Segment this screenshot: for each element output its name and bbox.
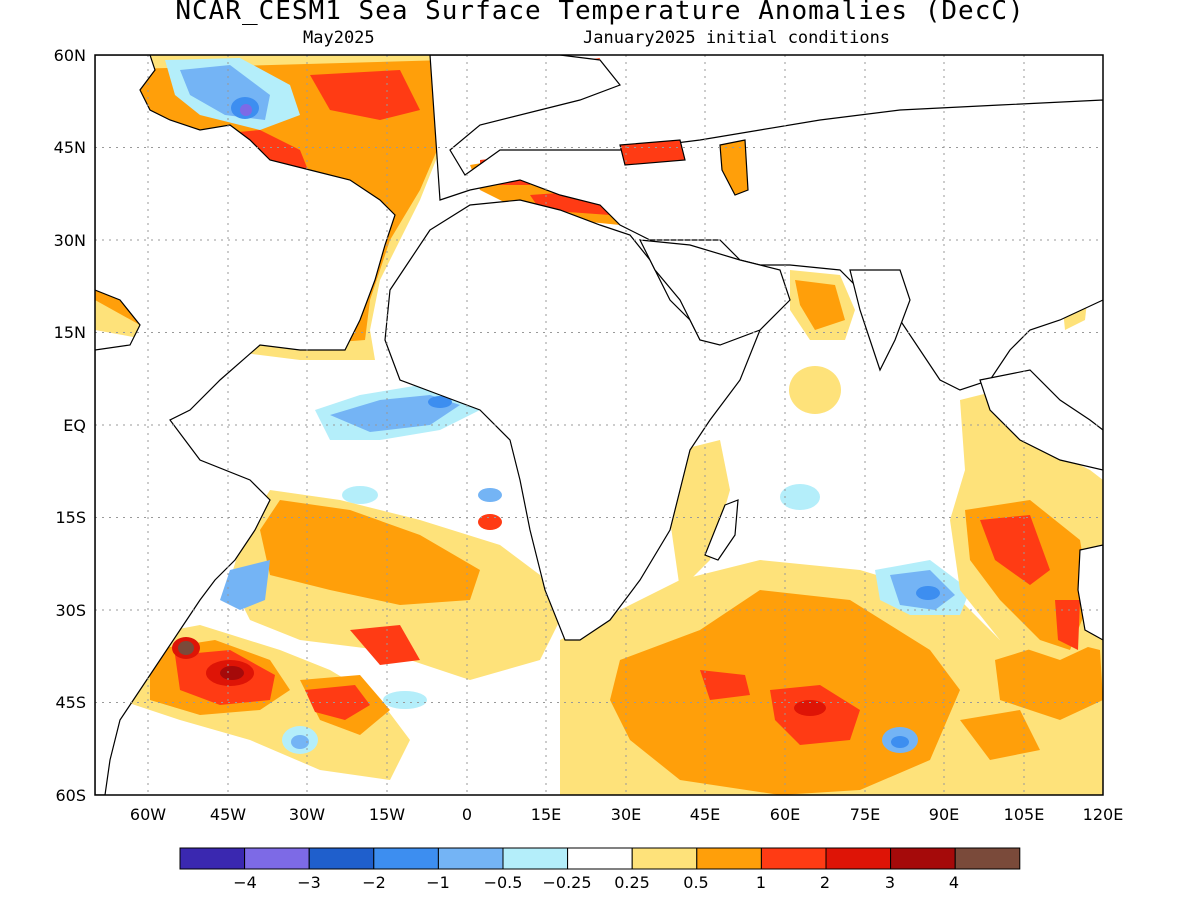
- colorbar-swatch: [890, 847, 956, 870]
- lon-label: 60E: [770, 805, 800, 824]
- lat-label: 30S: [55, 601, 86, 620]
- target-month: May2025: [303, 28, 375, 48]
- colorbar-label: −1: [426, 873, 450, 892]
- colorbar-label: 2: [820, 873, 830, 892]
- lat-label: 60N: [54, 46, 86, 65]
- black-sea: [619, 139, 686, 166]
- colorbar-label: −4: [233, 873, 257, 892]
- colorbar-label: 4: [949, 873, 959, 892]
- colorbar-swatch: [308, 847, 375, 870]
- chart-title: NCAR_CESM1 Sea Surface Temperature Anoma…: [175, 0, 1025, 26]
- colorbar-swatch: [825, 847, 892, 870]
- colorbar-label: 0.5: [683, 873, 708, 892]
- lon-label: 45E: [690, 805, 720, 824]
- init-conditions: January2025 initial conditions: [583, 28, 891, 48]
- lon-label: 120E: [1083, 805, 1124, 824]
- colorbar-swatch: [954, 847, 1021, 870]
- lon-label: 60W: [130, 805, 166, 824]
- colorbar-swatch: [437, 847, 504, 870]
- graticule: [95, 55, 1103, 795]
- colorbar-label: −3: [297, 873, 321, 892]
- lat-label: 30N: [54, 231, 86, 250]
- lat-label: 45N: [54, 138, 86, 157]
- colorbar-label: 0.25: [614, 873, 650, 892]
- lon-label: 0: [462, 805, 472, 824]
- caspian-sea: [719, 139, 749, 196]
- colorbar-swatch: [760, 847, 827, 870]
- lon-label: 45W: [210, 805, 246, 824]
- colorbar-labels: −4 −3 −2 −1 −0.5 −0.25 0.25 0.5 1 2 3 4: [233, 873, 959, 892]
- colorbar-label: −0.5: [484, 873, 523, 892]
- colorbar-swatch: [696, 847, 762, 870]
- lat-label: 60S: [55, 786, 86, 805]
- lon-label: 15W: [369, 805, 405, 824]
- colorbar-swatch: [179, 847, 246, 870]
- colorbar-swatch: [373, 847, 439, 870]
- lon-label: 90E: [929, 805, 959, 824]
- lon-label: 75E: [850, 805, 880, 824]
- lon-axis: 60W 45W 30W 15W 0 15E 30E 45E 60E 75E 90…: [130, 805, 1123, 824]
- colorbar: [179, 847, 1021, 870]
- lon-label: 105E: [1004, 805, 1045, 824]
- lat-label: 15N: [54, 323, 86, 342]
- lat-label: 45S: [55, 693, 86, 712]
- coastlines: [95, 55, 1103, 795]
- colorbar-label: 1: [756, 873, 766, 892]
- colorbar-label: 3: [885, 873, 895, 892]
- lat-label: 15S: [55, 508, 86, 527]
- lat-label: EQ: [63, 416, 86, 435]
- colorbar-swatch: [244, 847, 310, 870]
- lon-label: 15E: [531, 805, 561, 824]
- lat-axis: 60N 45N 30N 15N EQ 15S 30S 45S 60S: [54, 46, 86, 805]
- map-frame: [94, 54, 1104, 796]
- colorbar-label: −0.25: [542, 873, 591, 892]
- colorbar-swatch: [502, 847, 569, 870]
- colorbar-swatch: [567, 847, 633, 870]
- lon-label: 30W: [289, 805, 325, 824]
- colorbar-swatch: [631, 847, 698, 870]
- colorbar-label: −2: [362, 873, 386, 892]
- lon-label: 30E: [611, 805, 641, 824]
